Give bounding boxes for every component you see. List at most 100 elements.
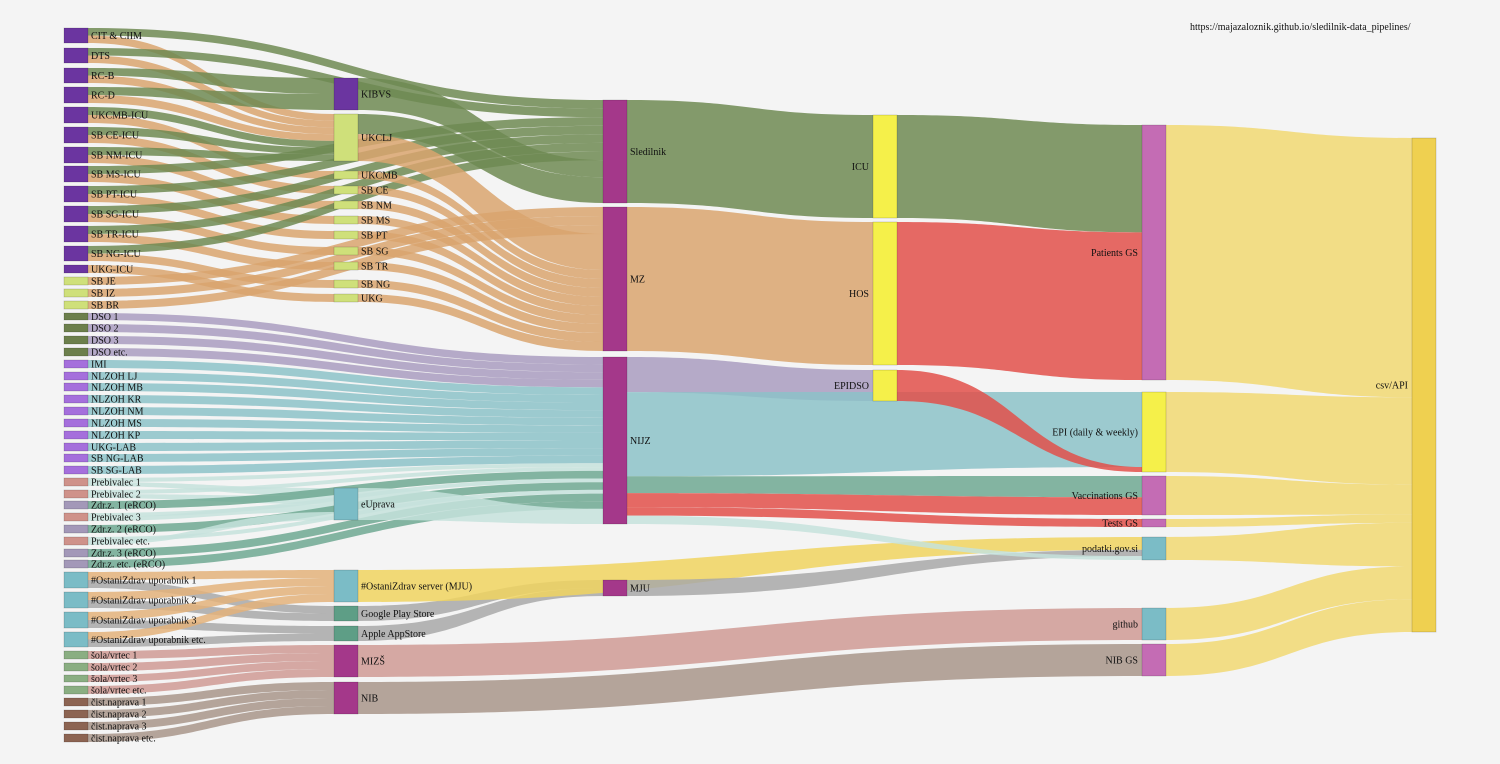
sankey-link[interactable] — [88, 395, 603, 418]
sankey-node[interactable] — [63, 591, 89, 609]
sankey-node[interactable] — [63, 245, 89, 262]
sankey-node[interactable] — [63, 47, 89, 64]
sankey-link[interactable] — [88, 600, 334, 621]
sankey-link[interactable] — [88, 455, 603, 474]
sankey-link[interactable] — [88, 75, 334, 135]
sankey-node[interactable] — [63, 335, 89, 345]
sankey-link[interactable] — [358, 608, 1142, 677]
sankey-link[interactable] — [1166, 599, 1412, 676]
sankey-node[interactable] — [333, 77, 359, 111]
sankey-link[interactable] — [88, 653, 334, 671]
sankey-link[interactable] — [88, 690, 334, 718]
sankey-node[interactable] — [333, 625, 359, 642]
sankey-link[interactable] — [88, 216, 603, 297]
sankey-node[interactable] — [63, 347, 89, 357]
sankey-node[interactable] — [1411, 137, 1437, 633]
sankey-link[interactable] — [358, 488, 603, 524]
sankey-node[interactable] — [63, 571, 89, 589]
sankey-node[interactable] — [602, 99, 628, 204]
sankey-node[interactable] — [333, 487, 359, 521]
sankey-link[interactable] — [627, 476, 1142, 498]
sankey-node[interactable] — [63, 106, 89, 124]
sankey-link[interactable] — [1166, 522, 1412, 567]
sankey-link[interactable] — [88, 512, 334, 545]
sankey-node[interactable] — [333, 113, 359, 162]
sankey-node[interactable] — [63, 264, 89, 274]
sankey-node[interactable] — [333, 246, 359, 256]
sankey-node[interactable] — [63, 288, 89, 298]
sankey-node[interactable] — [63, 442, 89, 452]
sankey-link[interactable] — [627, 515, 1142, 560]
sankey-link[interactable] — [88, 706, 334, 742]
sankey-node[interactable] — [1141, 536, 1167, 561]
sankey-link[interactable] — [88, 504, 334, 521]
sankey-node[interactable] — [63, 300, 89, 310]
sankey-node[interactable] — [63, 225, 89, 243]
sankey-link[interactable] — [627, 207, 873, 365]
sankey-node[interactable] — [63, 674, 89, 683]
sankey-node[interactable] — [333, 170, 359, 180]
sankey-node[interactable] — [63, 394, 89, 404]
sankey-link[interactable] — [358, 78, 603, 178]
sankey-node[interactable] — [333, 200, 359, 210]
sankey-link[interactable] — [88, 493, 603, 557]
sankey-node[interactable] — [63, 512, 89, 522]
sankey-link[interactable] — [88, 383, 603, 411]
sankey-link[interactable] — [358, 294, 603, 351]
source-url[interactable]: https://majazaloznik.github.io/sledilnik… — [1190, 22, 1411, 33]
sankey-node[interactable] — [1141, 607, 1167, 641]
sankey-link[interactable] — [88, 448, 603, 462]
sankey-node[interactable] — [333, 644, 359, 678]
sankey-link[interactable] — [88, 107, 334, 148]
sankey-node[interactable] — [63, 500, 89, 510]
sankey-node[interactable] — [63, 406, 89, 416]
sankey-node[interactable] — [63, 430, 89, 440]
sankey-link[interactable] — [358, 186, 603, 288]
sankey-node[interactable] — [333, 185, 359, 195]
sankey-node[interactable] — [63, 418, 89, 428]
sankey-link[interactable] — [627, 100, 873, 218]
sankey-link[interactable] — [88, 440, 603, 452]
sankey-node[interactable] — [63, 709, 89, 719]
sankey-link[interactable] — [358, 134, 603, 270]
sankey-node[interactable] — [63, 611, 89, 629]
sankey-node[interactable] — [1141, 475, 1167, 516]
sankey-node[interactable] — [63, 312, 89, 321]
sankey-link[interactable] — [358, 537, 1142, 602]
sankey-link[interactable] — [1166, 125, 1412, 398]
sankey-link[interactable] — [88, 68, 334, 94]
sankey-link[interactable] — [88, 586, 334, 620]
sankey-node[interactable] — [63, 697, 89, 707]
sankey-node[interactable] — [1141, 124, 1167, 381]
sankey-link[interactable] — [627, 507, 1142, 527]
sankey-node[interactable] — [63, 382, 89, 392]
sankey-link[interactable] — [358, 280, 603, 342]
sankey-link[interactable] — [627, 493, 1142, 515]
sankey-link[interactable] — [88, 682, 334, 706]
sankey-link[interactable] — [358, 216, 603, 306]
sankey-link[interactable] — [88, 348, 603, 388]
sankey-link[interactable] — [88, 28, 603, 109]
sankey-link[interactable] — [88, 115, 334, 179]
sankey-link[interactable] — [88, 463, 603, 482]
sankey-link[interactable] — [1166, 566, 1412, 640]
sankey-node[interactable] — [63, 205, 89, 223]
sankey-link[interactable] — [358, 644, 1142, 714]
sankey-link[interactable] — [358, 588, 603, 641]
sankey-link[interactable] — [88, 127, 334, 155]
sankey-node[interactable] — [63, 721, 89, 731]
sankey-node[interactable] — [63, 371, 89, 381]
sankey-node[interactable] — [63, 524, 89, 534]
sankey-link[interactable] — [88, 594, 334, 640]
sankey-link[interactable] — [88, 467, 603, 494]
sankey-node[interactable] — [63, 733, 89, 743]
sankey-link[interactable] — [88, 372, 603, 403]
sankey-node[interactable] — [63, 146, 89, 164]
sankey-link[interactable] — [88, 501, 603, 568]
sankey-link[interactable] — [358, 171, 603, 279]
sankey-link[interactable] — [358, 201, 603, 297]
sankey-node[interactable] — [63, 276, 89, 286]
sankey-node[interactable] — [63, 489, 89, 499]
sankey-link[interactable] — [897, 222, 1142, 380]
sankey-node[interactable] — [1141, 518, 1167, 528]
